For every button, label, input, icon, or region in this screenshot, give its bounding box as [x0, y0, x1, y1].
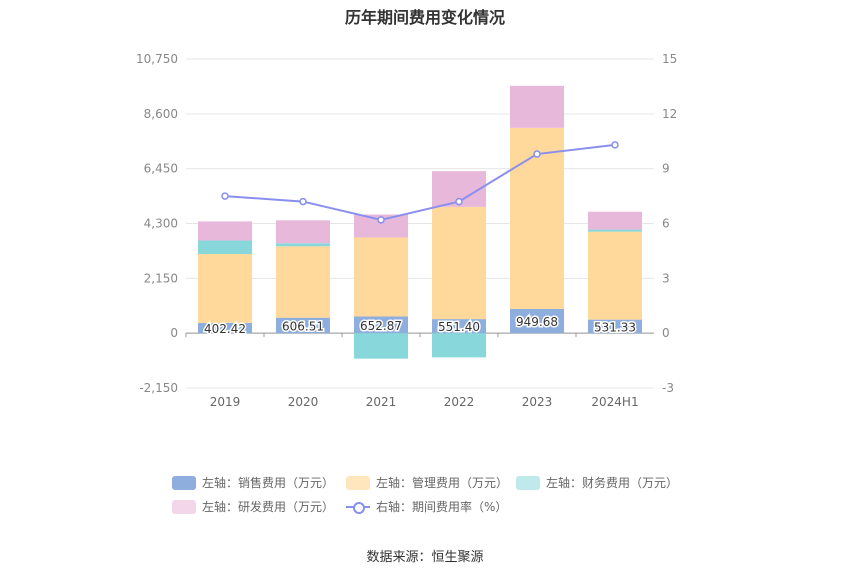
bar-segment-2	[432, 333, 486, 358]
expense-rate-point	[455, 197, 463, 206]
right-axis-tick-label: 15	[662, 52, 677, 66]
expense-rate-point	[221, 192, 229, 200]
legend-item-finance[interactable]: 左轴：财务费用（万元）	[516, 474, 678, 491]
right-axis-tick-label: 0	[662, 326, 670, 340]
left-axis-tick-label: -2,150	[139, 381, 178, 395]
bar-segment-2	[198, 240, 252, 255]
bar-segment-0	[588, 319, 642, 334]
bar-segment-3	[510, 85, 564, 128]
left-axis-tick-label: 8,600	[144, 107, 178, 121]
x-axis-category-label: 2024H1	[591, 395, 638, 409]
bar-segment-1	[354, 237, 408, 317]
x-axis-category-label: 2022	[444, 395, 475, 409]
right-axis-tick-label: 12	[662, 107, 677, 121]
bar-segment-3	[198, 221, 252, 241]
chart-plot-area: 10,750 15 8,600 12 6,450 9 4,300 6 2,150 3 0 0 -2,15…	[136, 52, 677, 409]
bar-segment-0	[354, 316, 408, 334]
bar-segment-0	[510, 308, 564, 334]
bar-data-label: 551.40	[438, 320, 480, 334]
bar-segment-1	[588, 231, 642, 320]
left-axis-tick-label: 6,450	[144, 162, 178, 176]
legend-item-sales[interactable]: 左轴：销售费用（万元）	[172, 474, 334, 491]
legend-swatch-admin	[346, 475, 370, 490]
legend-item-admin[interactable]: 左轴：管理费用（万元）	[346, 474, 508, 491]
right-axis-tick-label: 6	[662, 217, 670, 231]
bar-segment-2	[354, 333, 408, 359]
bar-segment-3	[276, 220, 330, 244]
bar-segment-2	[588, 229, 642, 232]
legend-item-expense-rate[interactable]: 右轴：期间费用率（%）	[346, 498, 507, 515]
bar-data-label: 652.87	[360, 319, 402, 333]
bar-segment-0	[276, 317, 330, 334]
bar-segment-1	[510, 127, 564, 309]
bar-segment-3	[354, 214, 408, 238]
expense-rate-point	[533, 150, 541, 158]
x-axis-category-label: 2023	[522, 395, 553, 409]
bar-segment-1	[198, 254, 252, 323]
legend-label-sales: 左轴：销售费用（万元）	[202, 476, 335, 490]
data-source-note: 数据来源：恒生聚源	[366, 550, 484, 565]
expense-rate-point	[299, 197, 307, 206]
bar-segment-1	[432, 206, 486, 320]
chart-title: 历年期间费用变化情况	[344, 8, 505, 27]
left-axis-tick-label: 2,150	[144, 271, 178, 285]
left-axis-tick-label: 10,750	[136, 52, 178, 66]
bar-segment-3	[588, 211, 642, 230]
bar-data-label: 606.51	[282, 319, 324, 333]
bar-segment-2	[276, 243, 330, 247]
bar-segment-1	[276, 246, 330, 318]
bar-segment-0	[432, 319, 486, 334]
bar-segment-0	[198, 322, 252, 334]
bar-data-label: 531.33	[594, 320, 636, 334]
legend-swatch-sales	[172, 475, 196, 490]
legend-label-expense-rate: 右轴：期间费用率（%）	[376, 500, 508, 514]
bar-data-label: 949.68	[516, 315, 558, 329]
left-axis-tick-label: 4,300	[144, 217, 178, 231]
legend-swatch-rd	[172, 499, 196, 514]
x-axis-category-label: 2021	[366, 395, 397, 409]
bar-data-label: 402.42	[204, 322, 246, 336]
legend-item-rd[interactable]: 左轴：研发费用（万元）	[172, 498, 334, 515]
expense-rate-point	[611, 141, 619, 149]
right-axis-tick-label: 3	[662, 271, 670, 285]
right-axis-tick-label: 9	[662, 162, 670, 176]
x-axis-category-label: 2019	[210, 395, 241, 409]
x-axis-category-label: 2020	[288, 395, 319, 409]
left-axis-tick-label: 0	[170, 326, 178, 340]
legend-label-admin: 左轴：管理费用（万元）	[376, 476, 509, 490]
legend-label-finance: 左轴：财务费用（万元）	[546, 476, 679, 490]
right-axis-tick-label: -3	[662, 381, 674, 395]
legend-swatch-finance	[516, 475, 540, 490]
expense-rate-point	[377, 216, 385, 224]
expense-rate-line	[224, 143, 616, 221]
legend-label-rd: 左轴：研发费用（万元）	[202, 500, 335, 514]
legend-line-icon	[346, 500, 370, 514]
